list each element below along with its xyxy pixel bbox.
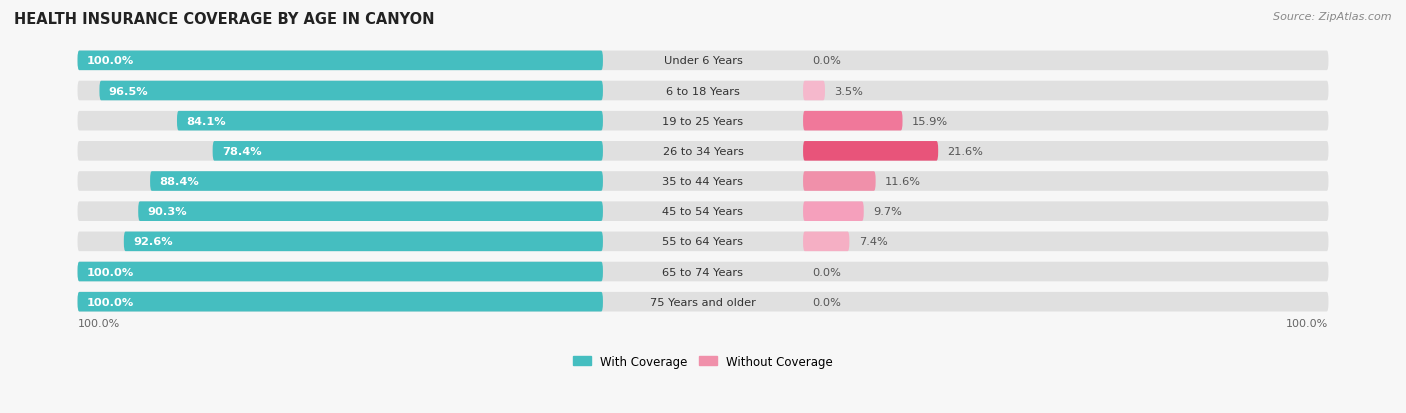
FancyBboxPatch shape: [150, 172, 603, 191]
FancyBboxPatch shape: [212, 142, 603, 161]
FancyBboxPatch shape: [803, 202, 863, 221]
Text: 92.6%: 92.6%: [134, 237, 173, 247]
FancyBboxPatch shape: [77, 51, 603, 71]
Text: 11.6%: 11.6%: [884, 177, 921, 187]
Text: 0.0%: 0.0%: [813, 267, 841, 277]
Text: 96.5%: 96.5%: [108, 86, 149, 96]
FancyBboxPatch shape: [77, 51, 1329, 71]
Text: 26 to 34 Years: 26 to 34 Years: [662, 147, 744, 157]
FancyBboxPatch shape: [803, 81, 825, 101]
FancyBboxPatch shape: [77, 262, 1329, 282]
Text: HEALTH INSURANCE COVERAGE BY AGE IN CANYON: HEALTH INSURANCE COVERAGE BY AGE IN CANY…: [14, 12, 434, 27]
Text: 100.0%: 100.0%: [87, 267, 134, 277]
FancyBboxPatch shape: [77, 172, 1329, 191]
FancyBboxPatch shape: [803, 142, 938, 161]
FancyBboxPatch shape: [177, 112, 603, 131]
FancyBboxPatch shape: [77, 292, 603, 312]
FancyBboxPatch shape: [77, 232, 1329, 252]
Text: 0.0%: 0.0%: [813, 297, 841, 307]
FancyBboxPatch shape: [124, 232, 603, 252]
FancyBboxPatch shape: [138, 202, 603, 221]
Text: 78.4%: 78.4%: [222, 147, 262, 157]
Text: 88.4%: 88.4%: [159, 177, 200, 187]
Text: 90.3%: 90.3%: [148, 206, 187, 217]
FancyBboxPatch shape: [77, 112, 1329, 131]
Text: 45 to 54 Years: 45 to 54 Years: [662, 206, 744, 217]
Text: 100.0%: 100.0%: [87, 297, 134, 307]
FancyBboxPatch shape: [100, 81, 603, 101]
Text: 65 to 74 Years: 65 to 74 Years: [662, 267, 744, 277]
Text: 9.7%: 9.7%: [873, 206, 903, 217]
FancyBboxPatch shape: [803, 232, 849, 252]
Text: Source: ZipAtlas.com: Source: ZipAtlas.com: [1274, 12, 1392, 22]
FancyBboxPatch shape: [77, 142, 1329, 161]
FancyBboxPatch shape: [77, 202, 1329, 221]
Legend: With Coverage, Without Coverage: With Coverage, Without Coverage: [568, 350, 838, 373]
Text: 100.0%: 100.0%: [1286, 319, 1329, 329]
Text: 100.0%: 100.0%: [77, 319, 120, 329]
FancyBboxPatch shape: [803, 112, 903, 131]
Text: 19 to 25 Years: 19 to 25 Years: [662, 116, 744, 126]
Text: 15.9%: 15.9%: [912, 116, 948, 126]
Text: Under 6 Years: Under 6 Years: [664, 56, 742, 66]
Text: 0.0%: 0.0%: [813, 56, 841, 66]
Text: 35 to 44 Years: 35 to 44 Years: [662, 177, 744, 187]
Text: 6 to 18 Years: 6 to 18 Years: [666, 86, 740, 96]
FancyBboxPatch shape: [77, 81, 1329, 101]
Text: 84.1%: 84.1%: [187, 116, 226, 126]
FancyBboxPatch shape: [77, 292, 1329, 312]
Text: 3.5%: 3.5%: [834, 86, 863, 96]
Text: 100.0%: 100.0%: [87, 56, 134, 66]
FancyBboxPatch shape: [77, 262, 603, 282]
Text: 75 Years and older: 75 Years and older: [650, 297, 756, 307]
Text: 21.6%: 21.6%: [948, 147, 983, 157]
Text: 7.4%: 7.4%: [859, 237, 887, 247]
FancyBboxPatch shape: [803, 172, 876, 191]
Text: 55 to 64 Years: 55 to 64 Years: [662, 237, 744, 247]
